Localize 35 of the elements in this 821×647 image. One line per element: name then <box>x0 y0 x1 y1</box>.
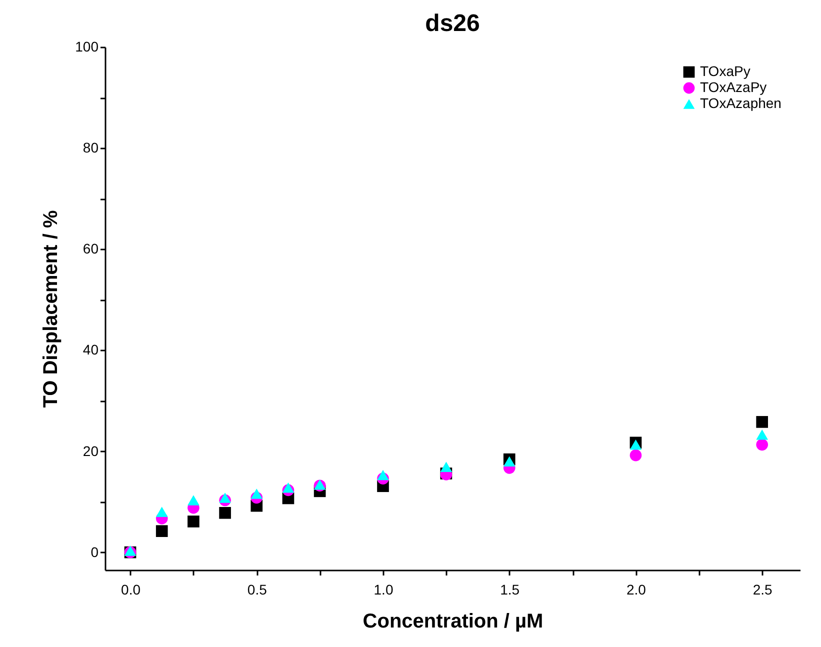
y-tick-label: 80 <box>82 140 99 156</box>
point <box>630 440 642 450</box>
point <box>156 506 168 518</box>
point <box>756 416 768 428</box>
point <box>156 525 168 538</box>
point <box>756 429 768 440</box>
y-tick-label: 60 <box>82 240 99 257</box>
point <box>282 482 294 493</box>
y-tick-label: 40 <box>82 342 99 358</box>
x-tick-label: 0.0 <box>121 582 141 598</box>
point <box>756 438 768 451</box>
point <box>250 488 263 499</box>
x-axis-title: Concentration / µM <box>362 610 544 632</box>
point <box>124 546 136 556</box>
x-tick-label: 1.0 <box>374 582 394 598</box>
y-axis-title: TO Displacement / % <box>40 210 62 408</box>
y-tick-label: 20 <box>82 442 99 459</box>
y-tick-label: 100 <box>75 38 99 54</box>
legend-label: TOxAzaphen <box>700 95 782 111</box>
legend-label: TOxAzaPy <box>700 79 767 95</box>
point <box>630 449 642 462</box>
y-tick-label: 0 <box>90 544 99 560</box>
point <box>219 506 231 519</box>
x-tick-label: 2.5 <box>752 582 773 598</box>
chart-title: ds26 <box>425 10 480 37</box>
point <box>503 456 516 466</box>
point <box>377 470 389 480</box>
x-tick-label: 0.5 <box>247 582 268 598</box>
x-tick-label: 2.0 <box>626 582 646 598</box>
point <box>440 462 452 472</box>
legend-label: TOxaPy <box>700 63 750 79</box>
point <box>219 492 231 503</box>
point <box>188 516 200 528</box>
x-tick-label: 1.5 <box>500 582 520 598</box>
point <box>188 495 200 506</box>
